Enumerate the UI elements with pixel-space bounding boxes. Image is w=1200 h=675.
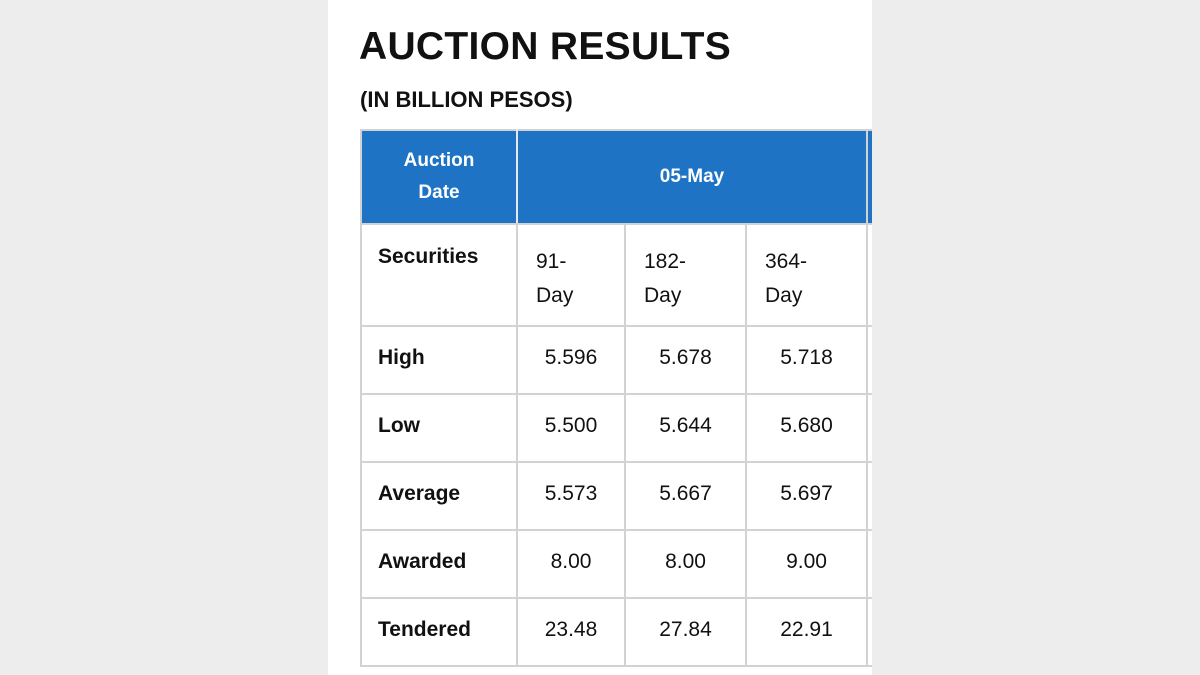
security-cell: 91-Day bbox=[516, 223, 626, 327]
row-label: Tendered bbox=[360, 597, 518, 667]
document-panel: AUCTION RESULTS (IN BILLION PESOS) Aucti… bbox=[328, 0, 872, 675]
table-cell: 23.48 bbox=[516, 597, 626, 667]
table-row-awarded: Awarded 8.00 8.00 9.00 bbox=[360, 529, 872, 599]
page-title: AUCTION RESULTS bbox=[359, 25, 732, 68]
row-label: Average bbox=[360, 461, 518, 531]
table-cell: 8.00 bbox=[624, 529, 747, 599]
table-header-row: Auction Date 05-May bbox=[360, 129, 872, 225]
security-364-day: 364-Day bbox=[765, 250, 808, 307]
table-cell: 5.644 bbox=[624, 393, 747, 463]
table-cell: 8.00 bbox=[516, 529, 626, 599]
table-cell: 9.00 bbox=[745, 529, 868, 599]
security-91-day: 91-Day bbox=[536, 250, 574, 307]
security-cell: 364-Day bbox=[745, 223, 868, 327]
table-cell: 5.678 bbox=[624, 325, 747, 395]
empty-cell bbox=[866, 223, 872, 327]
table-cell: 5.667 bbox=[624, 461, 747, 531]
table-row-tendered: Tendered 23.48 27.84 22.91 bbox=[360, 597, 872, 667]
securities-label: Securities bbox=[378, 245, 479, 268]
empty-cell bbox=[866, 529, 872, 599]
security-cell: 182-Day bbox=[624, 223, 747, 327]
table-cell: 5.573 bbox=[516, 461, 626, 531]
table-row-low: Low 5.500 5.644 5.680 bbox=[360, 393, 872, 463]
table-cell: 22.91 bbox=[745, 597, 868, 667]
empty-cell bbox=[866, 461, 872, 531]
table-cell: 5.718 bbox=[745, 325, 868, 395]
table-cell: 5.500 bbox=[516, 393, 626, 463]
row-label: Awarded bbox=[360, 529, 518, 599]
auction-date-header: Auction Date bbox=[360, 129, 518, 225]
date-column-header: 05-May bbox=[516, 129, 868, 225]
table-cell: 5.680 bbox=[745, 393, 868, 463]
empty-cell bbox=[866, 325, 872, 395]
next-date-column-header bbox=[866, 129, 872, 225]
auction-results-table: Auction Date 05-May Securities 91-Day 18… bbox=[360, 129, 872, 667]
table-cell: 5.697 bbox=[745, 461, 868, 531]
securities-row: Securities 91-Day 182-Day 364-Day bbox=[360, 223, 872, 327]
table-row-average: Average 5.573 5.667 5.697 bbox=[360, 461, 872, 531]
empty-cell bbox=[866, 597, 872, 667]
security-182-day: 182-Day bbox=[644, 250, 687, 307]
securities-label-cell: Securities bbox=[360, 223, 518, 327]
table-row-high: High 5.596 5.678 5.718 bbox=[360, 325, 872, 395]
empty-cell bbox=[866, 393, 872, 463]
row-label: Low bbox=[360, 393, 518, 463]
row-label: High bbox=[360, 325, 518, 395]
table-cell: 27.84 bbox=[624, 597, 747, 667]
page-subtitle: (IN BILLION PESOS) bbox=[360, 87, 573, 112]
table-cell: 5.596 bbox=[516, 325, 626, 395]
